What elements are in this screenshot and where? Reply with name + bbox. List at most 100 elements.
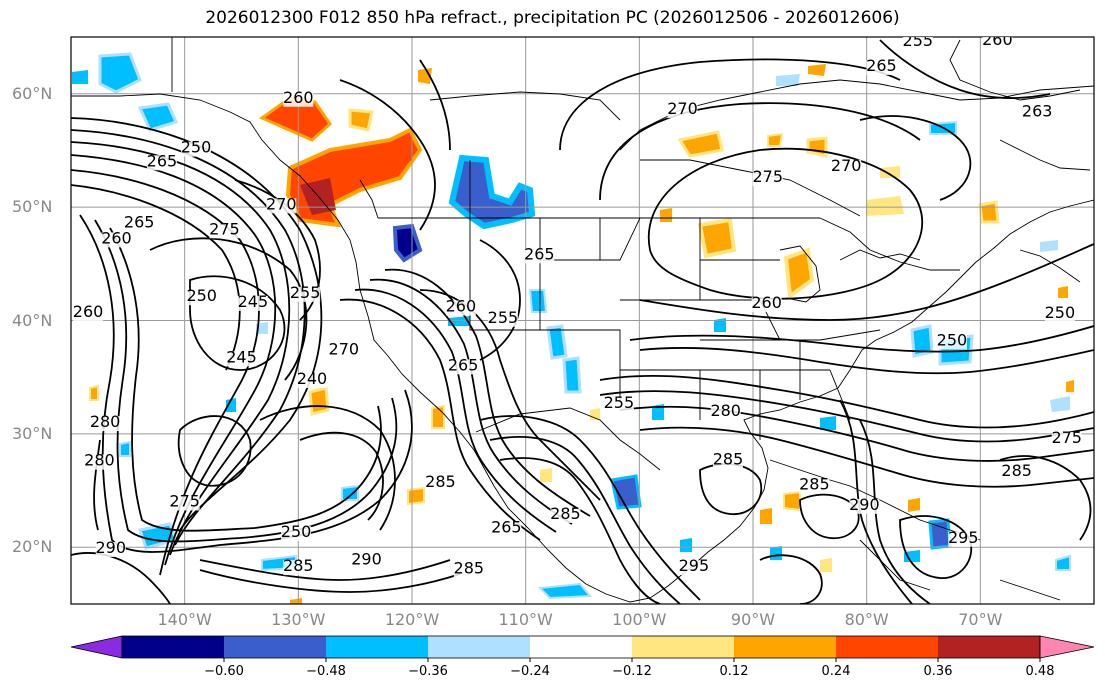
- contour-label: 275: [209, 219, 240, 238]
- colorbar-segment: [428, 636, 531, 658]
- contour-label-bg: [667, 103, 698, 119]
- colorbar-segment: [632, 636, 735, 658]
- colorbar-segment: [938, 636, 1041, 658]
- contour-label-bg: [1051, 431, 1082, 447]
- contour-label: 250: [281, 522, 312, 541]
- contour-label: 255: [290, 283, 321, 302]
- contour-label-bg: [283, 91, 314, 107]
- contour-label-bg: [603, 396, 634, 412]
- contour-label: 255: [488, 308, 519, 327]
- colorbar-tick-label: −0.24: [510, 664, 550, 679]
- contour-label: 265: [491, 518, 522, 537]
- colorbar-extend-high: [1039, 635, 1095, 659]
- contour-label-bg: [982, 37, 1013, 49]
- contour-label-bg: [550, 507, 581, 523]
- contour-label: 265: [448, 355, 479, 374]
- contour-label-bg: [948, 531, 979, 547]
- contour-label-bg: [84, 454, 115, 470]
- contour-label: 295: [679, 556, 710, 575]
- longitude-label: 100°W: [612, 610, 667, 629]
- latitude-label: 50°N: [12, 197, 53, 217]
- contour-label-bg: [448, 359, 479, 375]
- contour-label-bg: [290, 286, 321, 302]
- contour-label: 260: [73, 302, 104, 321]
- contour-label: 285: [454, 558, 485, 577]
- contour-label: 285: [799, 474, 830, 493]
- map-title: 2026012300 F012 850 hPa refract., precip…: [205, 8, 900, 28]
- contour-label-bg: [328, 343, 359, 359]
- contour-label-bg: [226, 351, 257, 367]
- longitude-label: 130°W: [271, 610, 326, 629]
- contour-label-bg: [281, 526, 312, 542]
- longitude-label: 140°W: [157, 610, 212, 629]
- contour-label: 275: [1051, 428, 1082, 447]
- contour-label-bg: [186, 290, 217, 306]
- contour-label: 285: [550, 504, 581, 523]
- contour-label: 255: [903, 31, 934, 50]
- contour-label-bg: [751, 297, 782, 313]
- contour-label: 285: [283, 556, 314, 575]
- latitude-label: 40°N: [12, 310, 53, 330]
- contour-label-bg: [296, 373, 327, 389]
- contour-label: 295: [948, 528, 979, 547]
- contour-label-bg: [491, 521, 522, 537]
- contour-label: 250: [937, 330, 968, 349]
- contour-label: 275: [169, 491, 200, 510]
- latitude-label: 30°N: [12, 423, 53, 443]
- colorbar-tick-label: 0.48: [1025, 664, 1055, 679]
- colorbar-frame: [121, 635, 1041, 659]
- contour-label: 250: [186, 286, 217, 305]
- contour-label-bg: [95, 541, 126, 557]
- contour-label-bg: [425, 476, 456, 492]
- contour-label-bg: [902, 37, 933, 51]
- contour-label-bg: [101, 232, 132, 248]
- contour-label-bg: [1022, 105, 1053, 121]
- contour-label: 285: [1001, 461, 1032, 480]
- contour-label-bg: [752, 171, 783, 187]
- contour-label-bg: [710, 404, 741, 420]
- contour-label: 263: [1022, 101, 1053, 120]
- contour-label: 245: [226, 347, 257, 366]
- contour-label-bg: [712, 453, 743, 469]
- contour-label-bg: [1001, 464, 1032, 480]
- contour-label-bg: [1044, 307, 1075, 323]
- contour-label-bg: [453, 562, 484, 578]
- contour-label: 265: [124, 213, 155, 232]
- contour-label-bg: [524, 248, 555, 264]
- longitude-label: 90°W: [730, 610, 776, 629]
- contour-label-bg: [678, 560, 709, 576]
- colorbar-segment: [734, 636, 837, 658]
- colorbar-segment: [326, 636, 429, 658]
- longitude-label: 80°W: [844, 610, 889, 629]
- colorbar-tick-label: 0.36: [923, 664, 953, 679]
- contour-label: 280: [90, 412, 121, 431]
- contour-label: 290: [351, 549, 382, 568]
- colorbar-tick-label: −0.12: [612, 664, 652, 679]
- contour-label: 285: [713, 450, 744, 469]
- contour-label: 245: [238, 292, 269, 311]
- longitude-label: 70°W: [958, 610, 1003, 629]
- contour-label: 270: [667, 99, 698, 118]
- contour-label: 265: [147, 151, 178, 170]
- contour-label: 270: [831, 156, 862, 175]
- contour-label-bg: [90, 416, 121, 432]
- precip-shading: [72, 52, 1074, 604]
- contour-label: 290: [849, 495, 880, 514]
- contour-label: 285: [425, 472, 456, 491]
- longitude-label: 110°W: [498, 610, 553, 629]
- contour-label-bg: [849, 498, 880, 514]
- contour-label: 270: [266, 194, 297, 213]
- latitude-label: 20°N: [12, 537, 53, 557]
- colorbar-tick-label: 0.12: [719, 664, 749, 679]
- contour-label: 280: [710, 401, 741, 420]
- contour-label-bg: [124, 216, 155, 232]
- contour-label-bg: [445, 300, 476, 316]
- contour-label-bg: [169, 495, 200, 511]
- contour-label: 255: [604, 393, 635, 412]
- colorbar-segment: [122, 636, 225, 658]
- colorbar-extend-low: [70, 635, 123, 659]
- contour-label-bg: [283, 560, 314, 576]
- contour-label-bg: [936, 334, 967, 350]
- contour-label-bg: [487, 311, 518, 327]
